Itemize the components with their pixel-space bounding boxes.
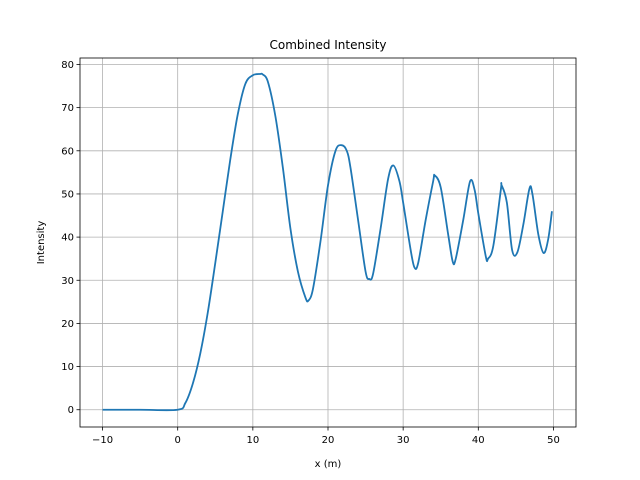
y-tick-label: 0 — [68, 405, 74, 416]
y-tick-label: 80 — [61, 60, 74, 71]
grid — [80, 58, 576, 427]
y-tick-label: 40 — [61, 233, 74, 244]
x-tick-label: −10 — [92, 435, 113, 446]
x-axis-label: x (m) — [315, 459, 342, 470]
y-tick-label: 70 — [61, 103, 74, 114]
series-layer — [102, 72, 553, 412]
x-tick-label: 50 — [547, 435, 560, 446]
y-tick-label: 20 — [61, 319, 74, 330]
y-tick-label: 50 — [61, 189, 74, 200]
x-tick-label: 0 — [175, 435, 181, 446]
x-tick-label: 20 — [322, 435, 335, 446]
chart-title: Combined Intensity — [269, 38, 386, 52]
y-tick-label: 30 — [61, 276, 74, 287]
x-tick-label: 40 — [472, 435, 485, 446]
y-tick-label: 10 — [61, 362, 74, 373]
y-tick-label: 60 — [61, 146, 74, 157]
ticks: −10 0 10 20 30 40 50 0 10 20 30 40 50 60 70 80 — [61, 60, 560, 446]
x-tick-label: 30 — [397, 435, 410, 446]
y-axis-label: Intensity — [36, 221, 47, 265]
intensity-line — [102, 72, 553, 412]
x-tick-label: 10 — [246, 435, 259, 446]
